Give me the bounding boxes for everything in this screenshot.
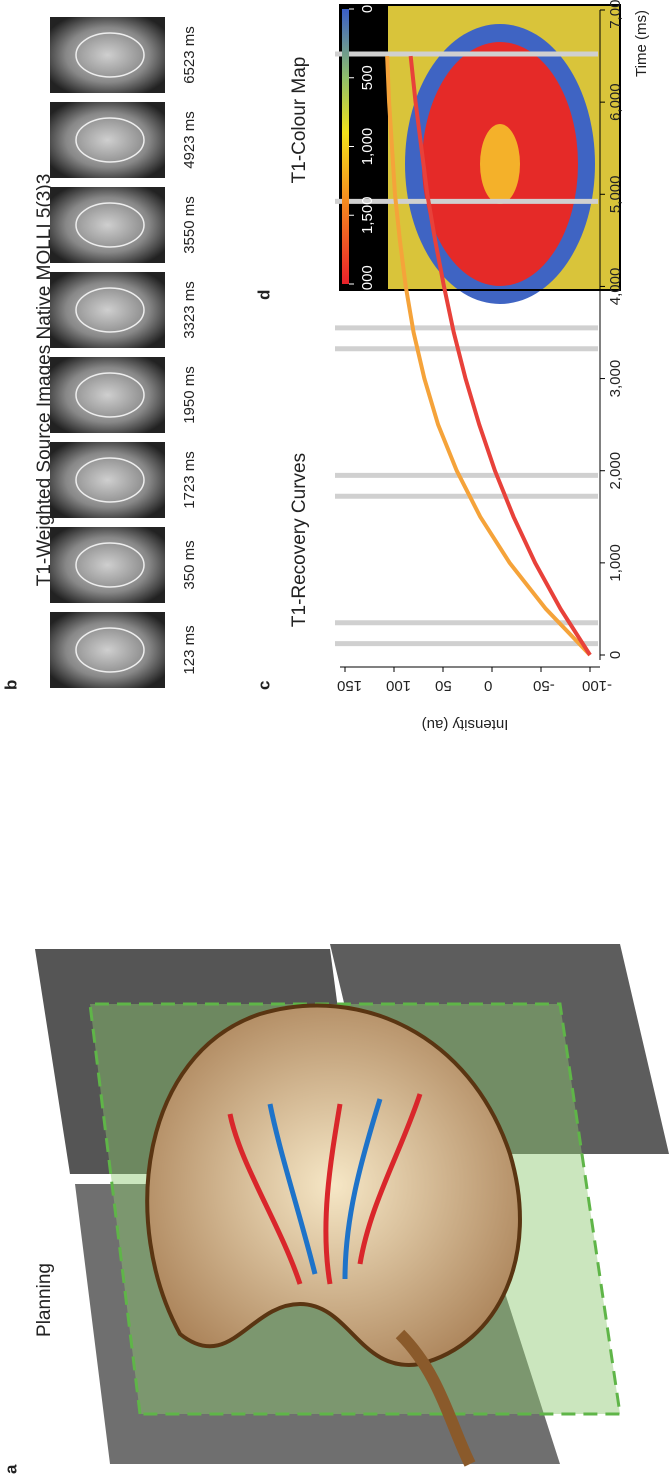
- y-tick-label: -100: [582, 677, 612, 694]
- mri-kidney: [75, 542, 145, 588]
- panel-label: c: [254, 681, 273, 690]
- vein: [267, 1098, 383, 1280]
- panel-title: Planning: [34, 1263, 55, 1337]
- ureter: [395, 1329, 476, 1467]
- x-tick-label: 3,000: [607, 360, 624, 398]
- mri-thumbnail: [50, 102, 165, 178]
- mri-kidney: [75, 627, 145, 673]
- panel-label: a: [1, 1464, 20, 1474]
- panel-label: b: [1, 680, 20, 690]
- kidney: [145, 1003, 522, 1367]
- image-label: 4923 ms: [181, 111, 198, 169]
- mri-thumbnail: [50, 612, 165, 688]
- y-tick-label: 50: [435, 677, 452, 694]
- mri-kidney: [75, 457, 145, 503]
- x-tick-label: 4,000: [607, 268, 624, 306]
- image-label: 1723 ms: [181, 451, 198, 509]
- panel-title: T1-Colour Map: [289, 57, 310, 184]
- image-label: 1950 ms: [181, 366, 198, 424]
- colorbar-tick-label: 0: [359, 5, 376, 13]
- map-region: [480, 124, 520, 204]
- x-tick-label: 7,000: [607, 0, 624, 29]
- planning-illustration: [35, 944, 669, 1467]
- mri-kidney: [75, 372, 145, 418]
- colorbar-tick-label: 1,500: [359, 196, 376, 234]
- mri-thumbnail: [50, 527, 165, 603]
- y-tick-label: -50: [533, 677, 555, 694]
- image-label: 350 ms: [181, 540, 198, 589]
- y-axis-label: Intensity (au): [422, 716, 509, 733]
- mri-thumbnail: [50, 272, 165, 348]
- y-tick-label: 150: [337, 677, 362, 694]
- x-tick-label: 5,000: [607, 176, 624, 214]
- x-tick-label: 1,000: [607, 544, 624, 582]
- mri-kidney: [75, 117, 145, 163]
- artery: [227, 1093, 423, 1285]
- x-tick-label: 6,000: [607, 83, 624, 121]
- mri-kidney: [75, 32, 145, 78]
- colorbar-background: [340, 5, 388, 290]
- mri-kidney: [75, 287, 145, 333]
- colorbar: [342, 9, 349, 284]
- x-tick-label: 0: [607, 651, 624, 659]
- mri-thumbnail: [50, 357, 165, 433]
- image-label: 3323 ms: [181, 281, 198, 339]
- colorbar-tick-label: 500: [359, 65, 376, 90]
- colorbar-tick-label: 1,000: [359, 128, 376, 166]
- panel-title: T1-Weighted Source Images Native MOLLI 5…: [34, 174, 55, 587]
- image-label: 6523 ms: [181, 26, 198, 84]
- colour-map: [339, 4, 621, 304]
- panel-label: d: [254, 290, 273, 300]
- image-label: 123 ms: [181, 625, 198, 674]
- mri-kidney: [75, 202, 145, 248]
- x-axis-label: Time (ms): [633, 10, 650, 77]
- mri-thumbnail: [50, 442, 165, 518]
- y-tick-label: 0: [484, 677, 492, 694]
- mri-thumbnail: [50, 187, 165, 263]
- recovery-curve: [385, 55, 592, 657]
- chart-title: T1-Recovery Curves: [289, 453, 310, 627]
- recovery-curve: [408, 55, 592, 657]
- x-tick-label: 2,000: [607, 452, 624, 490]
- colorbar-tick-label: 2,000: [359, 265, 376, 303]
- y-tick-label: 100: [386, 677, 411, 694]
- mri-thumbnail: [50, 17, 165, 93]
- image-label: 3550 ms: [181, 196, 198, 254]
